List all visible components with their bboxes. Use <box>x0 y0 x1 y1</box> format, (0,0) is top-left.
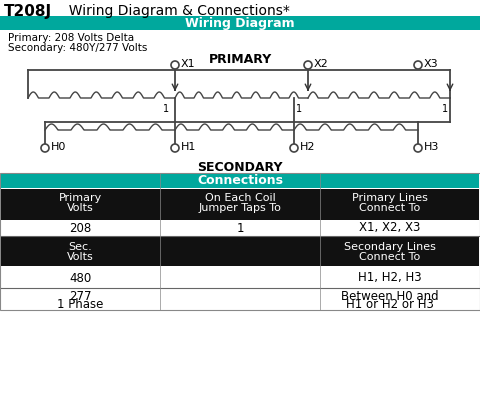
Text: H1 or H2 or H3: H1 or H2 or H3 <box>346 298 434 311</box>
Text: Sec.: Sec. <box>68 242 92 252</box>
Text: 480: 480 <box>69 272 91 285</box>
Text: X1, X2, X3: X1, X2, X3 <box>360 222 420 234</box>
Text: Wiring Diagram & Connections*: Wiring Diagram & Connections* <box>60 4 290 18</box>
Text: Wiring Diagram: Wiring Diagram <box>185 16 295 30</box>
Text: Connections: Connections <box>197 174 283 188</box>
Bar <box>0 173 480 310</box>
Circle shape <box>414 61 422 69</box>
Bar <box>0 30 480 188</box>
Bar <box>1 237 479 266</box>
Bar <box>1 174 479 188</box>
Bar <box>0 16 480 30</box>
Text: X2: X2 <box>314 59 329 69</box>
Bar <box>0 30 480 188</box>
Circle shape <box>290 144 298 152</box>
Text: Volts: Volts <box>67 203 94 213</box>
Text: Between H0 and: Between H0 and <box>341 290 439 303</box>
Text: Primary: 208 Volts Delta: Primary: 208 Volts Delta <box>8 33 134 43</box>
Text: Connect To: Connect To <box>360 203 420 213</box>
Text: T208J: T208J <box>4 4 52 19</box>
Text: 208: 208 <box>69 222 91 234</box>
Text: H2: H2 <box>300 142 315 152</box>
Text: 1: 1 <box>163 104 169 114</box>
Circle shape <box>41 144 49 152</box>
Text: 1: 1 <box>442 104 448 114</box>
Text: Primary: Primary <box>59 193 102 203</box>
Text: Connect To: Connect To <box>360 252 420 262</box>
Circle shape <box>171 144 179 152</box>
Text: X3: X3 <box>424 59 439 69</box>
Text: X1: X1 <box>181 59 196 69</box>
Bar <box>1 189 479 220</box>
Circle shape <box>171 61 179 69</box>
Text: H0: H0 <box>51 142 66 152</box>
Text: Secondary Lines: Secondary Lines <box>344 242 436 252</box>
Text: Secondary: 480Y/277 Volts: Secondary: 480Y/277 Volts <box>8 43 147 53</box>
Circle shape <box>414 144 422 152</box>
Text: H1, H2, H3: H1, H2, H3 <box>358 272 422 285</box>
Text: 277: 277 <box>69 290 91 303</box>
Text: Volts: Volts <box>67 252 94 262</box>
Text: On Each Coil: On Each Coil <box>204 193 276 203</box>
Text: Primary Lines: Primary Lines <box>352 193 428 203</box>
Text: Jumper Taps To: Jumper Taps To <box>199 203 281 213</box>
Circle shape <box>304 61 312 69</box>
Text: 1 Phase: 1 Phase <box>57 298 103 311</box>
Text: SECONDARY: SECONDARY <box>197 161 283 174</box>
Text: H3: H3 <box>424 142 439 152</box>
Text: PRIMARY: PRIMARY <box>208 53 272 66</box>
Text: 1: 1 <box>296 104 302 114</box>
Text: 1: 1 <box>236 222 244 234</box>
Text: H1: H1 <box>181 142 196 152</box>
